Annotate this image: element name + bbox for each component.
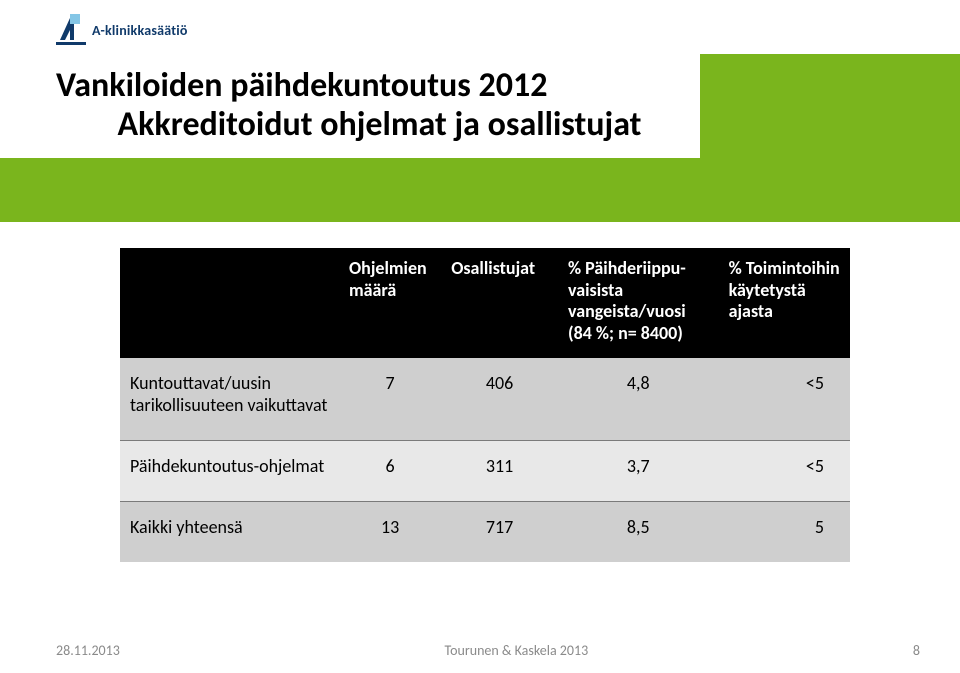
footer-center: Tourunen & Kaskela 2013 — [445, 642, 589, 659]
col-header-pct-ajasta: % Toimintoihin käytetystä ajasta — [719, 248, 850, 358]
cell-osallistujat: 311 — [441, 441, 558, 502]
footer-date: 28.11.2013 — [56, 642, 120, 659]
cell-pct-vangeista: 8,5 — [558, 502, 719, 563]
cell-ohjelmat: 7 — [339, 358, 441, 441]
table-row: Kaikki yhteensä 13 717 8,5 5 — [120, 502, 850, 563]
col-header-empty — [120, 248, 339, 358]
cell-osallistujat: 717 — [441, 502, 558, 563]
cell-ohjelmat: 13 — [339, 502, 441, 563]
cell-pct-vangeista: 3,7 — [558, 441, 719, 502]
table-header-row: Ohjelmien määrä Osallistujat % Päihderii… — [120, 248, 850, 358]
cell-pct-ajasta: <5 — [719, 441, 850, 502]
row-label: Kuntouttavat/uusin tarikollisuuteen vaik… — [120, 358, 339, 441]
cell-pct-vangeista: 4,8 — [558, 358, 719, 441]
brand-name: A-klinikkasäätiö — [92, 22, 188, 39]
brand-logo: A-klinikkasäätiö — [56, 14, 188, 46]
table-row: Päihdekuntoutus-ohjelmat 6 311 3,7 <5 — [120, 441, 850, 502]
col-header-osallistujat: Osallistujat — [441, 248, 558, 358]
cell-ohjelmat: 6 — [339, 441, 441, 502]
data-table: Ohjelmien määrä Osallistujat % Päihderii… — [120, 248, 850, 562]
table-row: Kuntouttavat/uusin tarikollisuuteen vaik… — [120, 358, 850, 441]
footer-page: 8 — [913, 642, 920, 659]
slide-footer: 28.11.2013 Tourunen & Kaskela 2013 8 — [0, 642, 960, 659]
row-label: Kaikki yhteensä — [120, 502, 339, 563]
title-line-2: Akkreditoidut ohjelmat ja osallistujat — [118, 104, 642, 145]
col-header-pct-vangeista: % Päihderiippu-vaisista vangeista/vuosi … — [558, 248, 719, 358]
row-label: Päihdekuntoutus-ohjelmat — [120, 441, 339, 502]
col-header-ohjelmat: Ohjelmien määrä — [339, 248, 441, 358]
data-table-container: Ohjelmien määrä Osallistujat % Päihderii… — [120, 248, 850, 562]
slide-title: Vankiloiden päihdekuntoutus 2012 Akkredi… — [0, 54, 700, 158]
logo-mark-icon — [56, 14, 86, 46]
cell-pct-ajasta: <5 — [719, 358, 850, 441]
title-line-1: Vankiloiden päihdekuntoutus 2012 — [56, 65, 547, 106]
cell-osallistujat: 406 — [441, 358, 558, 441]
cell-pct-ajasta: 5 — [719, 502, 850, 563]
